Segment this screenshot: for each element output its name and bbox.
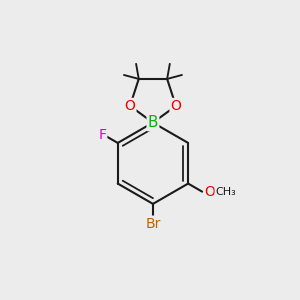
Text: O: O	[124, 99, 135, 113]
Text: F: F	[98, 128, 106, 142]
Text: CH₃: CH₃	[215, 187, 236, 197]
Text: B: B	[148, 115, 158, 130]
Text: O: O	[205, 185, 215, 199]
Text: Br: Br	[145, 217, 160, 231]
Text: O: O	[170, 99, 181, 113]
